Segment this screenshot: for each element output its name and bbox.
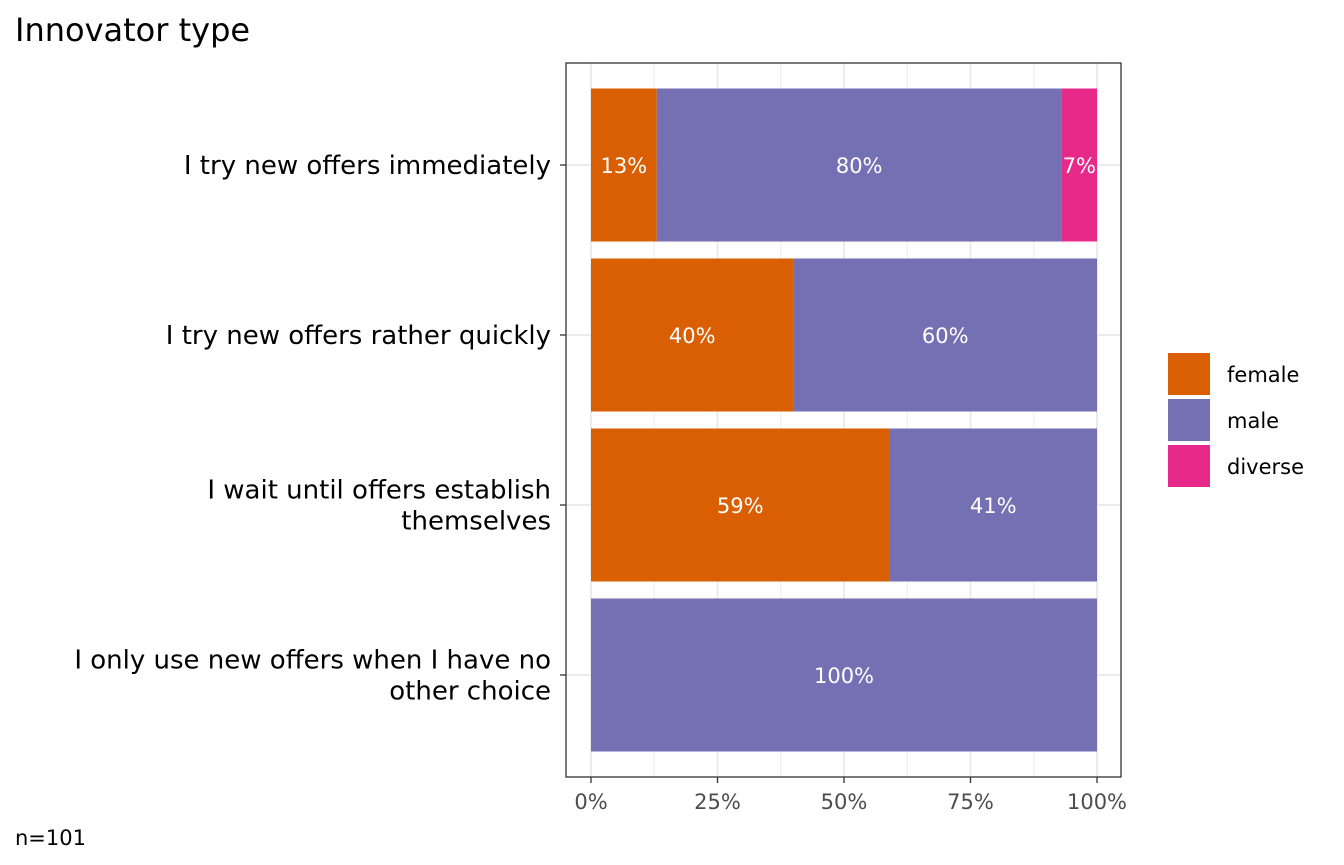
bar-segment-male xyxy=(889,428,1097,582)
chart-caption: n=101 xyxy=(15,826,86,850)
category-label: I wait until offers establish xyxy=(207,476,551,506)
data-label: 59% xyxy=(717,494,764,518)
legend-label: male xyxy=(1227,409,1279,433)
bar-segment-male xyxy=(656,88,1062,242)
legend-label: diverse xyxy=(1227,455,1304,479)
x-tick-label: 75% xyxy=(947,790,994,814)
data-label: 13% xyxy=(601,154,648,178)
x-tick-label: 100% xyxy=(1067,790,1127,814)
data-label: 100% xyxy=(814,664,874,688)
bar-segment-male xyxy=(793,258,1097,412)
chart-title: Innovator type xyxy=(15,11,250,49)
bars: 13% 80% 7% 40% 60% 59% 41% 100% xyxy=(591,88,1097,752)
category-label: I try new offers immediately xyxy=(184,151,551,181)
bar-segment-female xyxy=(591,258,794,412)
category-label: themselves xyxy=(401,507,551,537)
data-label: 80% xyxy=(836,154,883,178)
category-label: I only use new offers when I have no xyxy=(74,646,551,676)
data-label: 7% xyxy=(1063,154,1096,178)
panel-border xyxy=(565,62,1122,778)
bar-segment-diverse xyxy=(1061,88,1097,242)
data-label: 40% xyxy=(669,324,716,348)
bar-segment-male xyxy=(591,598,1097,752)
legend-key-male xyxy=(1168,399,1210,441)
x-axis: 0% 25% 50% 75% 100% xyxy=(574,777,1127,814)
bar-segment-female xyxy=(591,88,657,242)
bar-segment-female xyxy=(591,428,890,582)
category-labels: I try new offers immediately I try new of… xyxy=(74,151,566,707)
legend-label: female xyxy=(1227,363,1299,387)
legend-key-female xyxy=(1168,353,1210,395)
data-label: 41% xyxy=(970,494,1017,518)
data-label: 60% xyxy=(922,324,969,348)
x-tick-label: 25% xyxy=(694,790,741,814)
category-label: I try new offers rather quickly xyxy=(166,321,551,351)
x-tick-label: 0% xyxy=(574,790,607,814)
category-label: other choice xyxy=(389,677,551,707)
x-tick-label: 50% xyxy=(821,790,868,814)
legend-key-diverse xyxy=(1168,445,1210,487)
legend: female male diverse xyxy=(1168,353,1304,487)
